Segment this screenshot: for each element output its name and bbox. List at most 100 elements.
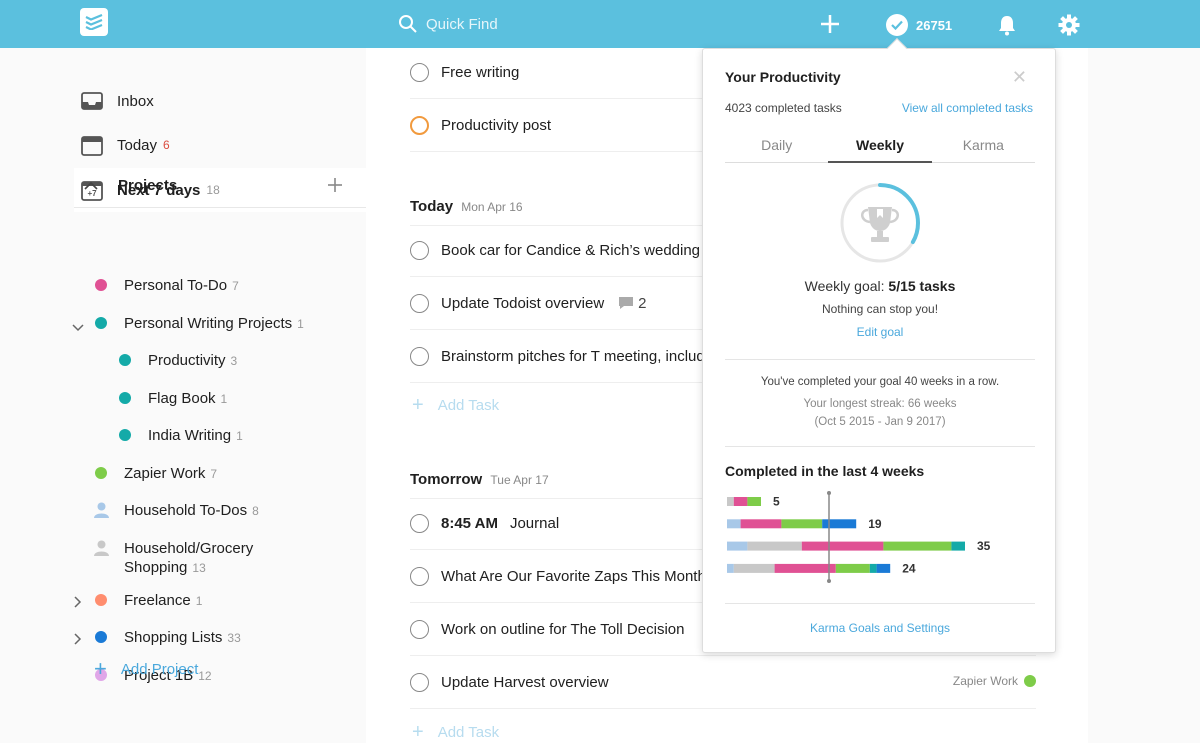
project-label: Personal Writing Projects xyxy=(124,315,293,332)
divider xyxy=(725,446,1035,447)
shared-person-icon xyxy=(94,502,109,523)
settings-gear-icon[interactable] xyxy=(1058,14,1080,41)
project-household-todos[interactable]: Household To-Dos 8 xyxy=(124,501,259,521)
comment-icon xyxy=(619,297,634,309)
project-label-line2: Shopping xyxy=(124,559,188,576)
todoist-logo-icon[interactable] xyxy=(80,8,108,36)
search-placeholder: Quick Find xyxy=(426,15,498,33)
project-count: 1 xyxy=(236,429,243,443)
task-text: Free writing xyxy=(441,63,520,81)
tab-weekly[interactable]: Weekly xyxy=(828,137,932,163)
calendar-icon xyxy=(80,134,104,156)
project-zapier-work[interactable]: Zapier Work 7 xyxy=(124,464,217,484)
project-color-dot xyxy=(95,317,107,329)
project-label: Freelance xyxy=(124,592,191,609)
chart-bar-total-label: 35 xyxy=(977,539,991,553)
tab-daily[interactable]: Daily xyxy=(761,137,793,153)
project-personal-todo[interactable]: Personal To-Do 7 xyxy=(124,276,239,296)
add-project-label: Add Project xyxy=(120,660,199,678)
task-checkbox[interactable] xyxy=(410,115,429,135)
streak-dates: (Oct 5 2015 - Jan 9 2017) xyxy=(814,416,946,428)
close-icon[interactable]: ✕ xyxy=(1011,67,1027,87)
chevron-right-icon[interactable] xyxy=(74,632,82,650)
project-household-grocery[interactable]: Household/Grocery Shopping 13 xyxy=(124,539,253,578)
top-bar: Quick Find 26751 xyxy=(0,0,1200,48)
chevron-up-icon[interactable] xyxy=(84,177,98,194)
add-project-plus-icon[interactable] xyxy=(328,178,342,196)
project-color-dot xyxy=(95,279,107,291)
chevron-down-icon[interactable] xyxy=(72,319,84,337)
goal-value: 5/15 tasks xyxy=(888,278,956,294)
task-project-tag[interactable]: Zapier Work xyxy=(953,674,1036,688)
edit-goal-link[interactable]: Edit goal xyxy=(856,325,904,339)
plus-icon xyxy=(821,15,839,33)
nav-inbox[interactable]: Inbox xyxy=(74,79,366,123)
project-personal-writing[interactable]: Personal Writing Projects 1 xyxy=(124,314,304,334)
chart-bar-segment xyxy=(733,563,775,573)
chart-goal-line-cap xyxy=(827,491,831,495)
chart-bar-segment xyxy=(727,541,748,551)
project-count: 13 xyxy=(192,561,206,575)
task-checkbox[interactable] xyxy=(410,566,429,586)
task-row[interactable]: Update Harvest overview Zapier Work xyxy=(410,656,1036,709)
tab-karma[interactable]: Karma xyxy=(962,137,1004,153)
project-count: 33 xyxy=(227,631,241,645)
nav-next-7-days-label: Next 7 days xyxy=(117,181,201,199)
project-count: 7 xyxy=(210,467,218,481)
shared-person-icon xyxy=(94,540,109,561)
task-checkbox[interactable] xyxy=(410,240,429,260)
project-color-dot xyxy=(95,631,107,643)
productivity-button[interactable]: 26751 xyxy=(886,14,952,36)
notifications-bell-icon[interactable] xyxy=(997,14,1017,41)
productivity-popup: Your Productivity ✕ 4023 completed tasks… xyxy=(702,48,1056,653)
chart-bar-segment xyxy=(876,563,891,573)
project-1b[interactable]: Project 1B 12 xyxy=(124,666,212,686)
task-checkbox[interactable] xyxy=(410,293,429,313)
project-freelance[interactable]: Freelance 1 xyxy=(124,591,202,611)
search-icon xyxy=(399,15,417,33)
nav-today-label: Today xyxy=(117,136,158,154)
project-flag-book[interactable]: Flag Book 1 xyxy=(148,389,227,409)
task-checkbox[interactable] xyxy=(410,619,429,639)
project-label: Productivity xyxy=(148,352,226,369)
project-india-writing[interactable]: India Writing 1 xyxy=(148,426,243,446)
add-project-button[interactable]: + Add Project xyxy=(94,658,199,680)
task-checkbox[interactable] xyxy=(410,62,429,82)
projects-header[interactable]: Projects xyxy=(74,164,366,208)
quick-add-button[interactable] xyxy=(818,12,842,36)
project-shopping-lists[interactable]: Shopping Lists 33 xyxy=(124,628,241,648)
chart-bar-segment xyxy=(835,563,870,573)
task-comments[interactable]: 2 xyxy=(618,294,647,312)
task-project-label: Zapier Work xyxy=(952,674,1018,688)
goal-motto: Nothing can stop you! xyxy=(821,302,939,316)
chevron-right-icon[interactable] xyxy=(74,595,82,613)
add-task-button[interactable]: + Add Task xyxy=(412,394,499,417)
task-checkbox[interactable] xyxy=(410,672,429,692)
last-4-weeks-title: Completed in the last 4 weeks xyxy=(725,463,925,479)
section-date: Tue Apr 17 xyxy=(490,473,549,487)
task-row[interactable]: Work on outline for The Toll Decision xyxy=(410,603,1036,656)
task-checkbox[interactable] xyxy=(410,346,429,366)
divider xyxy=(725,359,1035,360)
chart-bar-segment xyxy=(951,541,965,551)
chart-bar-segment xyxy=(774,563,836,573)
nav-next-7-days[interactable]: +7 Next 7 days 18 xyxy=(74,168,366,212)
popup-title: Your Productivity xyxy=(725,69,841,85)
chart-bar-segment xyxy=(822,519,857,529)
add-task-button[interactable]: + Add Task xyxy=(412,721,499,743)
karma-settings-link[interactable]: Karma Goals and Settings xyxy=(809,621,951,635)
quick-find-search[interactable]: Quick Find xyxy=(398,12,498,36)
add-task-label: Add Task xyxy=(437,724,500,741)
task-text: Update Harvest overview xyxy=(441,673,609,691)
project-label-line1: Household/Grocery xyxy=(124,540,254,557)
chart-bar-segment xyxy=(727,563,734,573)
project-productivity[interactable]: Productivity 3 xyxy=(148,351,237,371)
view-all-completed-link[interactable]: View all completed tasks xyxy=(901,101,1033,115)
chart-goal-line-cap xyxy=(827,579,831,583)
comment-count: 2 xyxy=(638,294,647,312)
chart-bar-total-label: 19 xyxy=(868,517,882,531)
project-label: Household To-Dos xyxy=(124,502,248,519)
nav-today[interactable]: Today 6 xyxy=(74,123,366,167)
task-checkbox[interactable] xyxy=(410,513,429,533)
chart-bar-total-label: 5 xyxy=(773,495,780,509)
